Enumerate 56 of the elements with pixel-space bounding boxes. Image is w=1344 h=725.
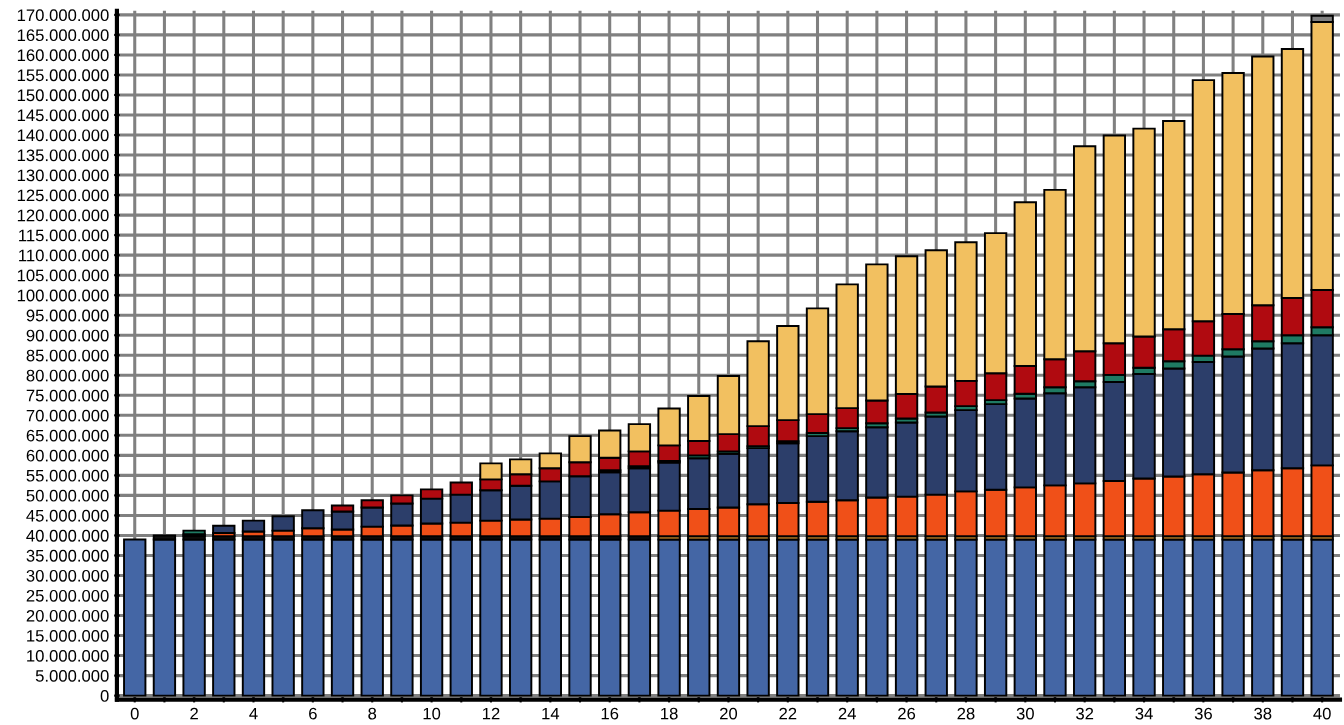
y-tick-label: 15.000.000 [27,629,109,642]
x-tick-label: 10 [423,707,441,720]
x-tick-label: 6 [309,707,317,720]
y-tick-label: 40.000.000 [26,529,109,542]
y-tick-label: 120.000.000 [17,209,109,222]
y-tick-label: 65.000.000 [26,429,109,442]
x-tick-label: 4 [249,707,258,720]
y-tick-label: 35.000.000 [26,549,109,562]
x-tick-label: 38 [1254,707,1272,720]
y-tick-label: 155.000.000 [17,69,109,82]
x-tick-label: 20 [720,707,738,720]
x-tick-label: 34 [1135,707,1153,720]
x-tick-label: 12 [482,707,500,720]
x-tick-label: 36 [1194,707,1212,720]
x-tick-label: 16 [601,707,619,720]
x-tick-label: 8 [368,707,377,720]
y-tick-label: 140.000.000 [17,129,109,142]
x-tick-label: 40 [1313,707,1331,720]
y-tick-label: 90.000.000 [26,329,109,342]
y-tick-label: 20.000.000 [26,609,109,622]
y-tick-label: 165.000.000 [17,29,109,42]
x-tick-label: 14 [542,707,560,720]
y-tick-label: 0 [100,690,109,702]
y-tick-label: 145.000.000 [17,109,109,122]
y-tick-label: 30.000.000 [26,569,109,582]
y-tick-label: 50.000.000 [26,489,109,502]
y-tick-label: 125.000.000 [17,189,109,202]
y-tick-label: 75.000.000 [26,389,109,402]
y-tick-label: 55.000.000 [26,469,109,482]
x-tick-label: 32 [1076,707,1094,720]
x-tick-label: 30 [1016,707,1034,720]
y-tick-label: 85.000.000 [26,349,109,362]
y-tick-label: 45.000.000 [26,509,109,522]
y-tick-label: 160.000.000 [17,49,109,62]
y-tick-label: 105.000.000 [17,269,109,282]
x-tick-label: 28 [957,707,975,720]
x-tick-label: 0 [130,707,139,720]
x-tick-label: 24 [838,707,856,720]
y-tick-label: 60.000.000 [26,449,109,462]
y-tick-label: 5.000.000 [35,670,109,682]
y-tick-label: 170.000.000 [17,9,109,22]
y-tick-label: 10.000.000 [27,649,109,662]
y-tick-label: 115.000.000 [19,229,109,242]
y-tick-label: 80.000.000 [26,369,109,382]
y-tick-label: 25.000.000 [26,589,109,602]
y-tick-label: 135.000.000 [17,149,109,162]
y-tick-label: 110.000.000 [19,249,109,262]
x-tick-label: 2 [190,707,198,720]
x-tick-label: 22 [779,707,797,720]
x-tick-label: 26 [898,707,916,720]
y-tick-label: 100.000.000 [17,289,109,302]
y-tick-label: 70.000.000 [26,409,109,422]
y-tick-label: 130.000.000 [17,169,109,182]
y-tick-label: 150.000.000 [17,89,109,102]
x-tick-label: 18 [661,707,678,720]
y-tick-label: 95.000.000 [26,309,109,322]
